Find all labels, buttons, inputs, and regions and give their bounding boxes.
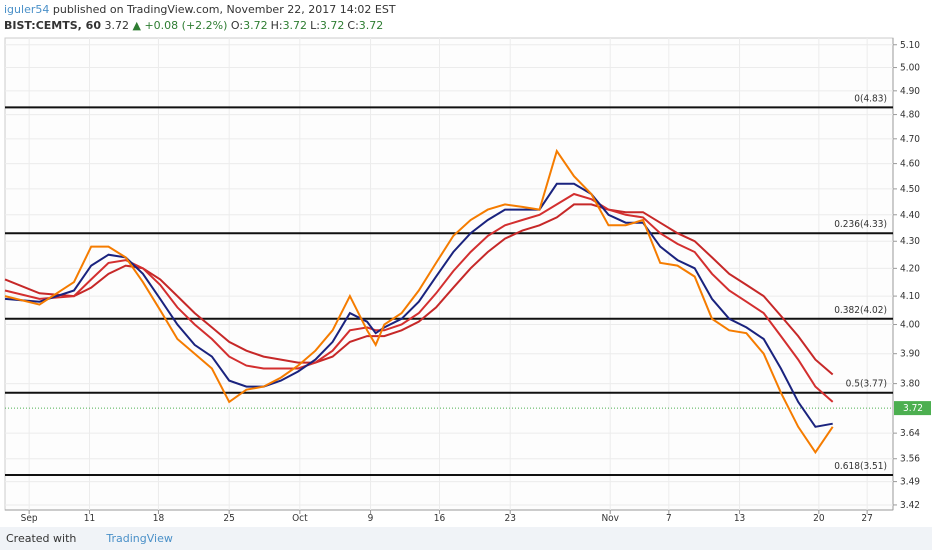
y-tick-label: 3.80 [900,379,920,390]
y-tick-label: 4.90 [900,86,920,97]
y-tick-label: 4.80 [900,110,920,121]
y-tick-label: 4.40 [900,210,920,221]
x-tick-label: 13 [734,513,745,524]
y-tick-label: 5.10 [900,40,920,51]
x-tick-label: 27 [861,513,872,524]
chart: 3.42 3.49 3.56 3.64 3.80 3.90 4.00 4.10 4.20 4.30… [4,37,931,524]
x-tick-label: 16 [434,513,446,524]
y-tick-label: 4.30 [900,236,920,247]
ohlc-label: C: [347,19,359,32]
y-tick-label: 3.90 [900,349,920,360]
brand[interactable]: TradingView [106,532,173,545]
x-tick-label: 9 [368,513,374,524]
published: published on TradingView.com, November 2… [52,3,396,16]
ohlc-value: 3.72 [243,19,268,32]
symbol-line: BIST:CEMTS, 60 3.72 ▲ +0.08 (+2.2%) O:3.… [4,18,396,34]
last-price-label: 3.72 [903,403,923,414]
fib-label: 0.236(4.33) [834,219,887,230]
y-tick-label: 3.42 [900,500,920,511]
change: ▲ +0.08 (+2.2%) [132,19,228,32]
fib-label: 0.382(4.02) [834,305,887,316]
ohlc-value: 3.72 [319,19,345,32]
x-tick-label: 25 [223,513,234,524]
last-price-box [894,401,931,416]
fib-label: 0(4.83) [854,93,887,104]
series-line [4,148,834,455]
ohlc-value: 3.72 [358,19,384,32]
fib-label: 0.618(3.51) [834,461,887,472]
x-tick-label: 11 [84,513,95,524]
last: 3.72 [104,19,129,32]
y-tick-label: 5.00 [900,63,920,74]
x-tick-label: 20 [813,513,825,524]
header: iguler54 published on TradingView.com, N… [4,2,396,34]
x-tick-label: 7 [666,513,672,524]
series-line [4,203,834,376]
series-line [4,182,833,428]
ohlc-value: 3.72 [282,19,308,32]
y-tick-label: 3.56 [900,454,920,465]
footer: Created with TradingView [0,527,932,550]
ohlc: O:3.72 H:3.72 L:3.72 C:3.72 [231,19,386,32]
series-line [4,192,834,403]
y-tick-label: 4.70 [900,134,920,145]
ohlc-label: H: [270,19,283,32]
ohlc-label: O: [230,19,244,32]
y-tick-label: 4.10 [900,291,920,302]
x-tick-label: Nov [601,513,619,524]
y-tick-label: 3.64 [900,428,920,439]
x-tick-label: Sep [21,513,38,524]
created: Created with [6,532,77,545]
y-tick-label: 4.50 [900,184,920,195]
x-tick-label: 18 [153,513,165,524]
x-tick-label: Oct [292,513,308,524]
y-tick-label: 4.00 [900,320,920,331]
y-tick-label: 3.49 [900,477,920,488]
publish-line: iguler54 published on TradingView.com, N… [4,2,396,18]
symbol: BIST:CEMTS, 60 [4,19,101,32]
y-tick-label: 4.60 [900,159,920,170]
fib-label: 0.5(3.77) [846,379,887,390]
author[interactable]: iguler54 [4,3,50,16]
ohlc-label: L: [310,19,320,32]
x-tick-label: 23 [504,513,515,524]
y-tick-label: 4.20 [900,263,920,274]
